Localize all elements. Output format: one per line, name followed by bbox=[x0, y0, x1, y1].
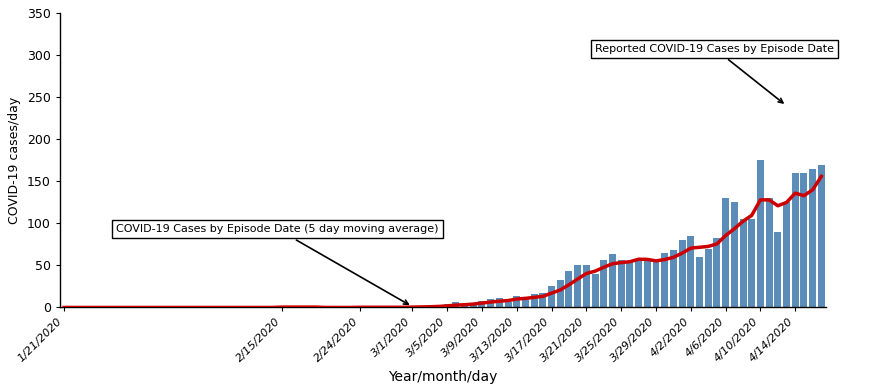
Bar bbox=[617, 260, 624, 307]
Bar bbox=[600, 260, 607, 307]
Y-axis label: COVID-19 cases/day: COVID-19 cases/day bbox=[9, 97, 22, 224]
Bar bbox=[669, 250, 676, 307]
Bar bbox=[504, 301, 511, 307]
Bar bbox=[773, 232, 780, 307]
Bar bbox=[643, 261, 650, 307]
Bar bbox=[747, 219, 754, 307]
Bar bbox=[660, 253, 667, 307]
Bar bbox=[452, 302, 459, 307]
Bar bbox=[817, 165, 824, 307]
Bar bbox=[574, 265, 580, 307]
Bar bbox=[765, 198, 772, 307]
Bar bbox=[608, 254, 615, 307]
Bar bbox=[678, 240, 685, 307]
Bar bbox=[704, 249, 711, 307]
Bar bbox=[495, 298, 502, 307]
Bar bbox=[582, 265, 589, 307]
Bar bbox=[687, 236, 693, 307]
Bar bbox=[695, 257, 702, 307]
Bar bbox=[434, 306, 441, 307]
Bar bbox=[513, 296, 520, 307]
Bar bbox=[626, 261, 633, 307]
Bar bbox=[791, 173, 798, 307]
Bar bbox=[478, 301, 485, 307]
Bar bbox=[443, 304, 450, 307]
Bar bbox=[565, 271, 572, 307]
Text: Reported COVID-19 Cases by Episode Date: Reported COVID-19 Cases by Episode Date bbox=[594, 44, 833, 103]
Bar bbox=[530, 294, 537, 307]
Bar bbox=[739, 219, 746, 307]
Bar bbox=[278, 306, 285, 307]
Bar bbox=[721, 198, 728, 307]
Bar bbox=[521, 298, 528, 307]
Bar bbox=[652, 261, 659, 307]
Bar bbox=[487, 299, 494, 307]
Bar bbox=[469, 303, 476, 307]
Bar bbox=[713, 238, 720, 307]
Bar bbox=[730, 202, 737, 307]
Text: COVID-19 Cases by Episode Date (5 day moving average): COVID-19 Cases by Episode Date (5 day mo… bbox=[116, 224, 438, 304]
Bar bbox=[556, 280, 563, 307]
X-axis label: Year/month/day: Year/month/day bbox=[388, 370, 497, 384]
Bar bbox=[756, 160, 763, 307]
Bar bbox=[461, 305, 468, 307]
Bar bbox=[799, 173, 806, 307]
Bar bbox=[591, 274, 598, 307]
Bar bbox=[547, 286, 554, 307]
Bar bbox=[539, 293, 546, 307]
Bar bbox=[634, 261, 641, 307]
Bar bbox=[808, 169, 815, 307]
Bar bbox=[782, 202, 789, 307]
